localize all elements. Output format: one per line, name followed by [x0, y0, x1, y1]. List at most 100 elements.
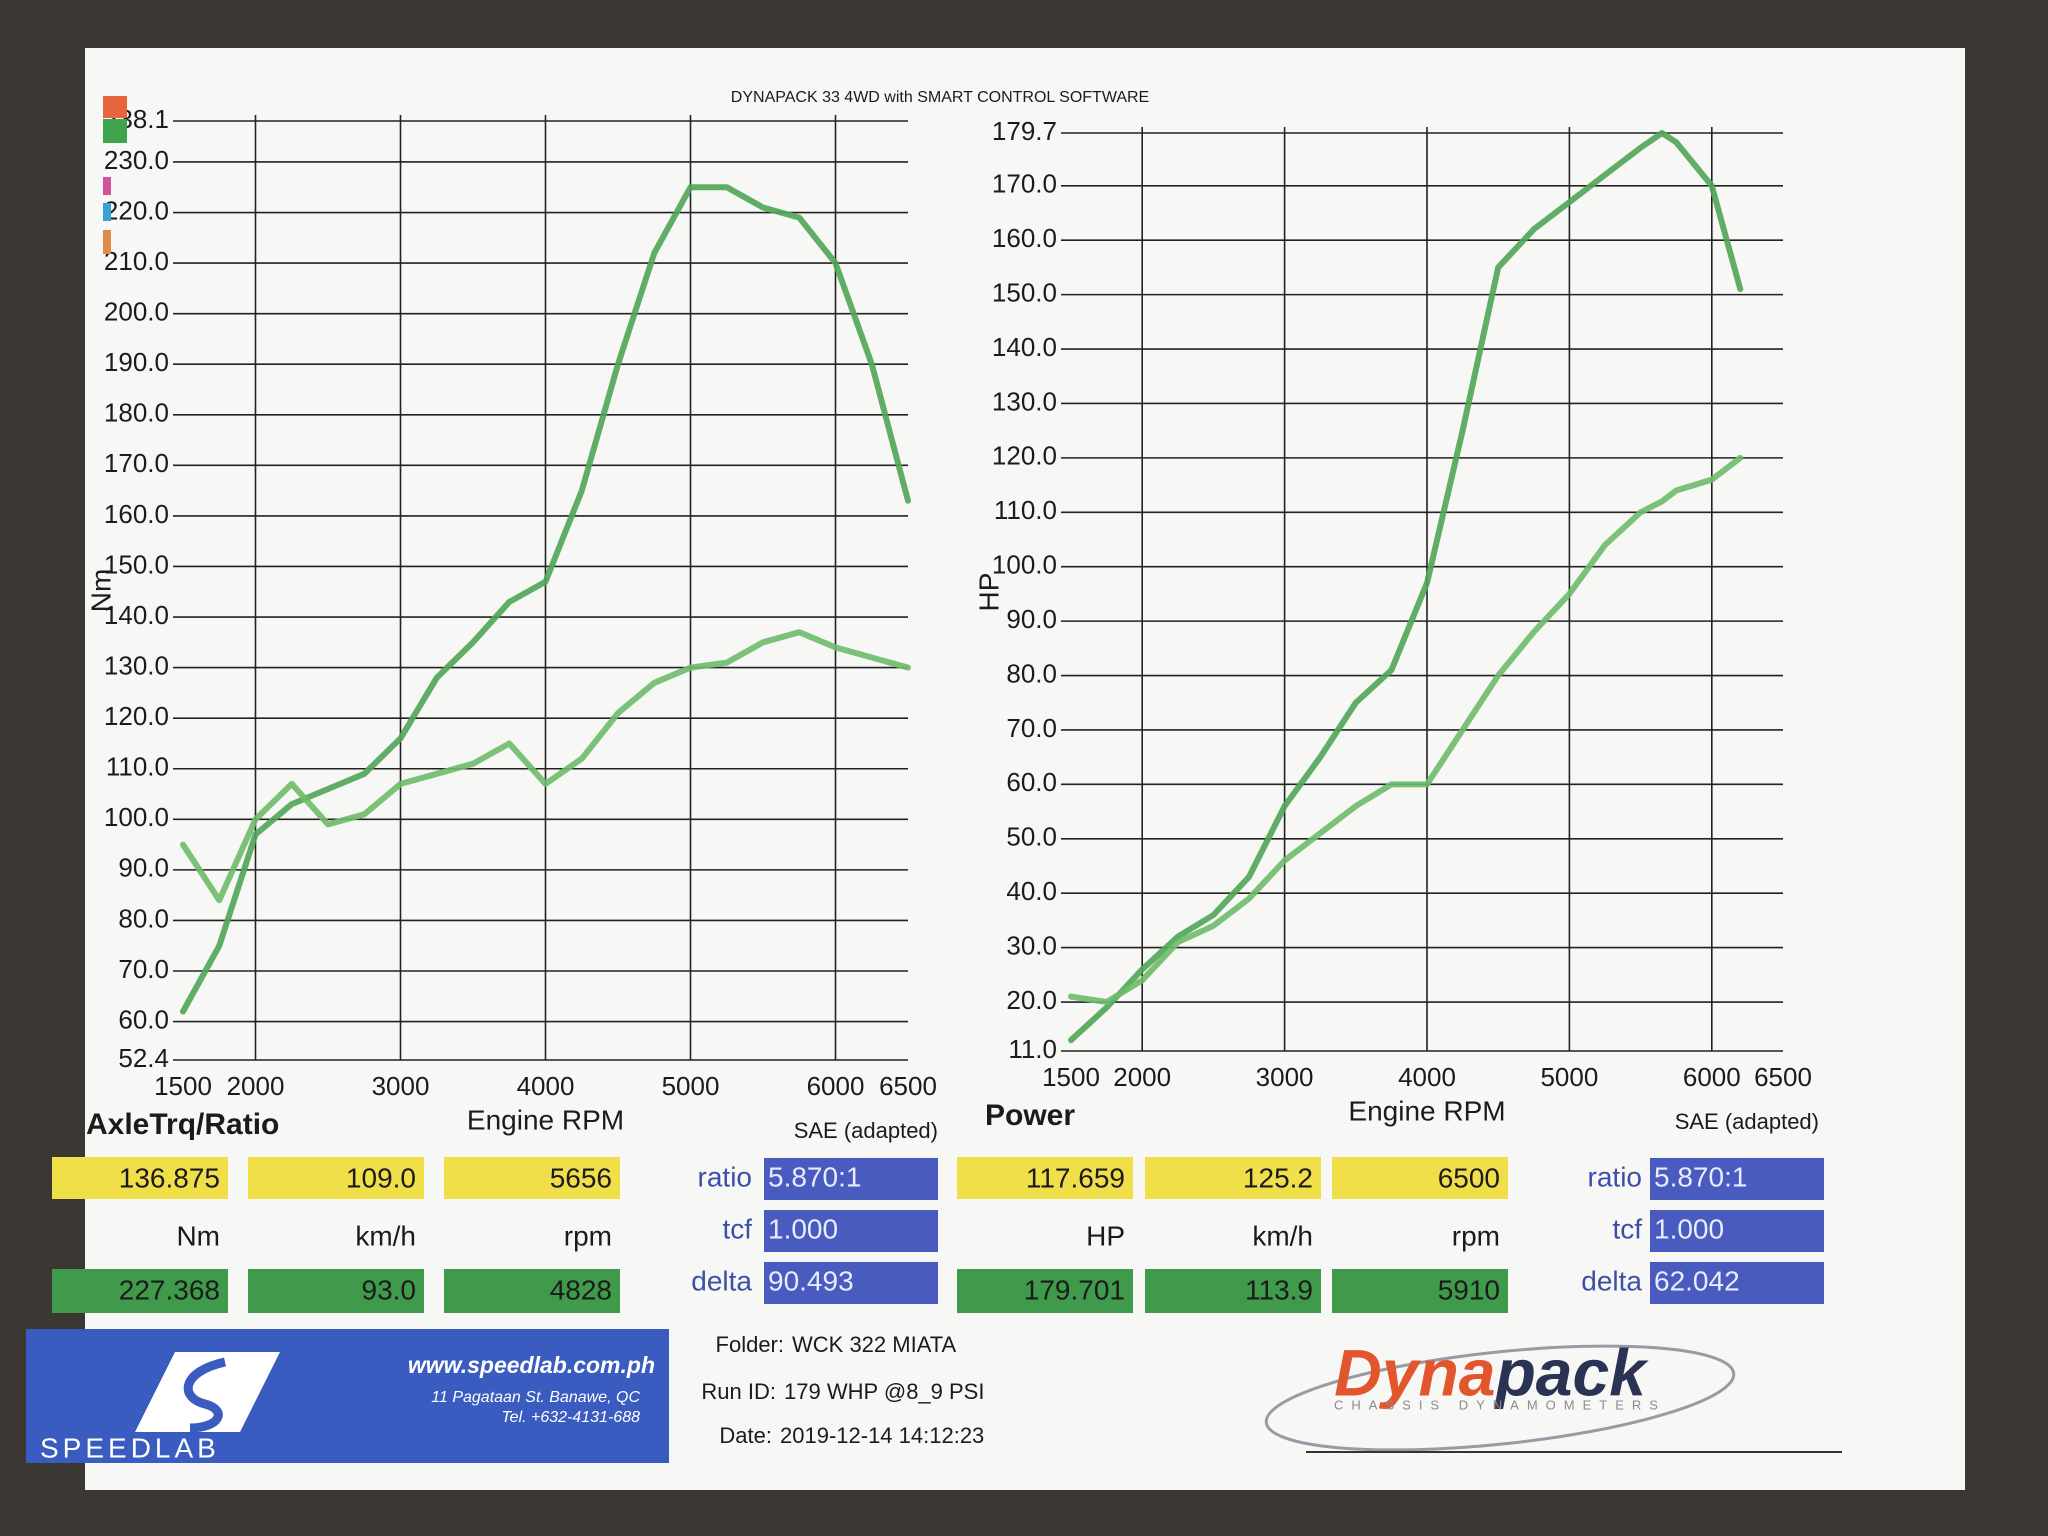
- current-value: 117.659: [1026, 1162, 1125, 1193]
- y-tick-label: 160.0: [992, 223, 1057, 253]
- y-tick-label: 30.0: [1006, 930, 1057, 960]
- current-value: 5656: [550, 1162, 612, 1193]
- x-tick-label: 5000: [662, 1071, 720, 1101]
- current-box: [1145, 1157, 1321, 1199]
- y-tick-label: 100.0: [104, 802, 169, 832]
- peak-value: 179.701: [1024, 1274, 1125, 1305]
- y-tick-label: 20.0: [1006, 985, 1057, 1015]
- legend-swatch: [103, 230, 111, 254]
- param-label: tcf: [1612, 1213, 1642, 1244]
- peak-value: 4828: [550, 1274, 612, 1305]
- param-label: delta: [691, 1265, 752, 1296]
- y-tick-label: 60.0: [118, 1004, 169, 1034]
- unit-label: rpm: [564, 1220, 612, 1251]
- y-tick-label: 200.0: [104, 297, 169, 327]
- current-box: [52, 1157, 228, 1199]
- phone: Tel. +632-4131-688: [501, 1409, 640, 1426]
- y-tick-label: 170.0: [104, 448, 169, 478]
- current-box: [248, 1157, 424, 1199]
- address: 11 Pagataan St. Banawe, QC: [431, 1389, 640, 1406]
- peak-box: [1145, 1269, 1321, 1313]
- param-box: [1650, 1262, 1824, 1304]
- peak-box: [52, 1269, 228, 1313]
- current-box: [1332, 1157, 1508, 1199]
- param-value: 5.870:1: [768, 1161, 861, 1192]
- peak-value: 5910: [1438, 1274, 1500, 1305]
- current-value: 136.875: [119, 1162, 220, 1193]
- unit-label: km/h: [1252, 1220, 1313, 1251]
- y-tick-label: 150.0: [104, 549, 169, 579]
- peak-box: [1332, 1269, 1508, 1313]
- x-tick-label: 2000: [227, 1071, 285, 1101]
- unit-label: km/h: [355, 1220, 416, 1251]
- x-axis-label: Engine RPM: [467, 1104, 624, 1135]
- y-axis-label: Nm: [85, 569, 116, 613]
- line-series: [1068, 454, 1744, 1005]
- param-box: [1650, 1210, 1824, 1252]
- y-tick-label: 52.4: [118, 1043, 169, 1073]
- peak-box: [248, 1269, 424, 1313]
- run-info-value: 2019-12-14 14:12:23: [780, 1423, 984, 1448]
- x-tick-label: 4000: [1398, 1062, 1456, 1092]
- y-tick-label: 230.0: [104, 145, 169, 175]
- param-box: [764, 1158, 938, 1200]
- x-tick-label: 6000: [807, 1071, 865, 1101]
- y-tick-label: 179.7: [992, 116, 1057, 146]
- x-tick-label: 6000: [1683, 1062, 1741, 1092]
- peak-box: [957, 1269, 1133, 1313]
- y-tick-label: 40.0: [1006, 876, 1057, 906]
- y-tick-label: 90.0: [1006, 604, 1057, 634]
- y-tick-label: 50.0: [1006, 822, 1057, 852]
- dynapack-logo: Dynapack CHASSIS DYNAMOMETERS: [1264, 1335, 1842, 1453]
- logo-ring: [1264, 1344, 1736, 1452]
- run-info-label: Date:: [719, 1423, 772, 1448]
- y-tick-label: 110.0: [994, 495, 1057, 525]
- x-tick-label: 5000: [1540, 1062, 1598, 1092]
- y-tick-label: 210.0: [104, 246, 169, 276]
- y-tick-label: 11.0: [1008, 1034, 1057, 1064]
- legend-swatch: [103, 177, 111, 195]
- current-value: 125.2: [1243, 1162, 1313, 1193]
- param-label: ratio: [1588, 1161, 1642, 1192]
- peak-value: 93.0: [362, 1274, 417, 1305]
- y-tick-label: 70.0: [118, 954, 169, 984]
- chart-note: SAE (adapted): [1675, 1109, 1819, 1134]
- logo-text: Dynapack: [1334, 1335, 1649, 1409]
- chart-note: SAE (adapted): [794, 1118, 938, 1143]
- y-tick-label: 130.0: [104, 650, 169, 680]
- y-tick-label: 120.0: [992, 441, 1057, 471]
- brand: SPEEDLAB: [40, 1432, 220, 1463]
- peak-box: [444, 1269, 620, 1313]
- sheet-title: DYNAPACK 33 4WD with SMART CONTROL SOFTW…: [731, 89, 1149, 106]
- param-box: [764, 1262, 938, 1304]
- current-value: 6500: [1438, 1162, 1500, 1193]
- run-info-value: WCK 322 MIATA: [792, 1332, 957, 1357]
- y-tick-label: 140.0: [104, 600, 169, 630]
- peak-value: 113.9: [1245, 1274, 1313, 1305]
- current-box: [957, 1157, 1133, 1199]
- param-label: ratio: [698, 1161, 752, 1192]
- y-tick-label: 70.0: [1006, 713, 1057, 743]
- x-tick-label: 6500: [1754, 1062, 1812, 1092]
- logo-subtitle: CHASSIS DYNAMOMETERS: [1334, 1397, 1666, 1412]
- param-label: delta: [1581, 1265, 1642, 1296]
- y-tick-label: 220.0: [104, 195, 169, 225]
- website: www.speedlab.com.ph: [408, 1352, 655, 1378]
- unit-label: Nm: [176, 1220, 220, 1251]
- param-value: 5.870:1: [1654, 1161, 1747, 1192]
- peak-value: 227.368: [119, 1274, 220, 1305]
- run-info-label: Run ID:: [701, 1379, 776, 1404]
- x-tick-label: 1500: [1042, 1062, 1100, 1092]
- current-box: [444, 1157, 620, 1199]
- x-tick-label: 6500: [879, 1071, 937, 1101]
- y-tick-label: 110.0: [106, 752, 169, 782]
- legend-swatch: [103, 96, 127, 118]
- legend-swatch: [103, 203, 111, 221]
- speedlab-swoosh: [183, 1357, 227, 1433]
- y-tick-label: 140.0: [992, 332, 1057, 362]
- y-tick-label: 80.0: [118, 903, 169, 933]
- param-box: [764, 1210, 938, 1252]
- y-tick-label: 130.0: [992, 386, 1057, 416]
- run-info-label: Folder:: [716, 1332, 784, 1357]
